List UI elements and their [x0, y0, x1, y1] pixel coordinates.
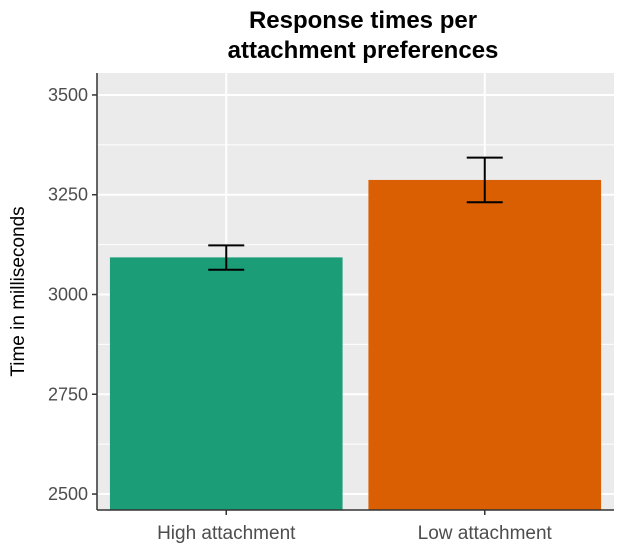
- y-tick-label: 2500: [48, 484, 88, 504]
- y-tick-label: 3000: [48, 284, 88, 304]
- x-tick-label: Low attachment: [418, 523, 553, 544]
- bar-0: [110, 257, 343, 510]
- y-axis-label: Time in milliseconds: [8, 206, 29, 376]
- y-tick-labels: 2500 2750 3000 3250 3500: [48, 85, 88, 504]
- x-tick-label: High attachment: [157, 523, 296, 544]
- bar-1: [368, 180, 601, 510]
- y-tick-label: 3500: [48, 85, 88, 105]
- x-tick-labels: High attachment Low attachment: [157, 523, 552, 544]
- chart-title-line-2: attachment preferences: [228, 37, 499, 64]
- y-tick-label: 2750: [48, 384, 88, 404]
- chart-title-line-1: Response times per: [249, 7, 477, 34]
- y-tick-label: 3250: [48, 185, 88, 205]
- bar-chart: Response times per attachment preference…: [0, 0, 630, 550]
